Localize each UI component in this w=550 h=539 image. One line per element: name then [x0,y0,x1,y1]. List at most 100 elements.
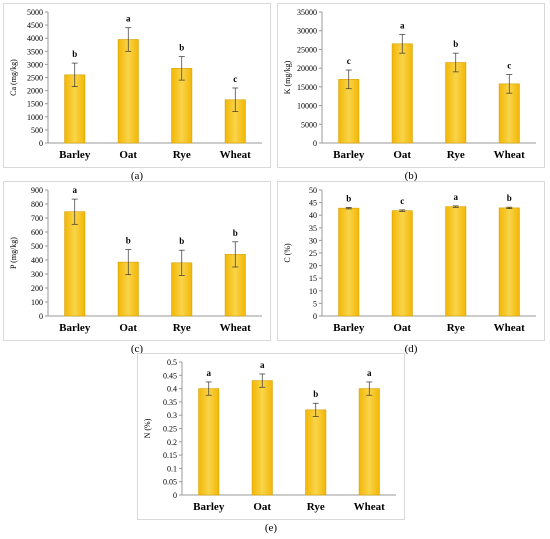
chart-b-y-tick-label: 15000 [297,83,317,92]
caption-c: (c) [130,343,144,355]
chart-b-y-tick-label: 35000 [297,8,317,17]
chart-a-y-tick-label: 3000 [27,60,43,69]
chart-a-significance-letter: b [72,49,77,59]
chart-panel-e: 0 0.05 0.1 0.15 0.2 0.25 0.3 0.35 0.4 0.45 0.5 N (%… [137,353,405,520]
chart-d-significance-letter: b [507,193,512,203]
chart-c-y-tick-label: 800 [31,200,43,209]
chart-d-bar [338,207,360,317]
chart-e-y-tick-label: 0.25 [163,425,177,434]
chart-a-y-axis-label: Ca (mg/kg) [9,59,18,96]
chart-e-y-tick-label: 0 [173,491,177,500]
chart-a-significance-letter: c [233,74,237,84]
chart-d-category-label: Wheat [494,322,526,334]
chart-d-y-tick-label: 35 [309,224,317,233]
chart-b-bar [391,43,413,144]
chart-d-y-tick-label: 0 [313,312,317,321]
chart-e-category-label: Barley [193,501,225,513]
caption-b: (b) [404,170,418,182]
chart-d-bar [445,206,467,317]
chart-d-y-tick-label: 15 [309,274,317,283]
chart-d-y-tick-label: 45 [309,199,317,208]
chart-c-significance-letter: a [73,185,78,195]
chart-e-y-tick-label: 0.45 [163,371,177,380]
chart-d-y-tick-label: 30 [309,236,317,245]
chart-d-category-label: Rye [447,322,465,334]
chart-svg-d: 0 5 10 15 20 25 30 35 40 45 50 C (%) b Barley c Oat a Rye… [283,186,536,334]
chart-e-y-tick-label: 0.4 [167,385,177,394]
chart-e-significance-letter: b [313,389,318,399]
chart-a-y-tick-label: 1000 [27,113,43,122]
chart-d-y-tick-label: 50 [309,186,317,195]
chart-d-bar [498,207,520,317]
chart-e-significance-letter: a [260,360,265,370]
chart-b-y-tick-label: 0 [313,139,317,148]
chart-b-y-tick-label: 30000 [297,27,317,36]
chart-d-y-tick-label: 10 [309,287,317,296]
chart-d-y-tick-label: 40 [309,211,317,220]
chart-c-y-tick-label: 700 [31,214,43,223]
chart-a-y-tick-label: 2500 [27,74,43,83]
chart-c-category-label: Wheat [220,322,252,334]
caption-a: (a) [130,170,144,182]
chart-a-y-tick-label: 2000 [27,87,43,96]
chart-a-y-tick-label: 1500 [27,100,43,109]
chart-c-y-tick-label: 400 [31,256,43,265]
chart-panel-a: 0 500 1000 1500 2000 2500 3000 3500 4000 4500 5000… [3,3,271,168]
caption-e: (e) [264,522,278,534]
chart-svg-a: 0 500 1000 1500 2000 2500 3000 3500 4000 4500 5000… [9,8,262,161]
chart-e-y-tick-label: 0.15 [163,451,177,460]
chart-b-significance-letter: b [453,39,458,49]
chart-a-y-tick-label: 5000 [27,8,43,17]
chart-b-bar [445,62,467,144]
chart-svg-c: 0 100 200 300 400 500 600 700 800 900 P (mg/kg) a Ba… [9,185,262,334]
chart-c-bar [64,211,86,317]
chart-c-y-tick-label: 900 [31,186,43,195]
chart-panel-b: 0 5000 10000 15000 20000 25000 30000 35000 K (mg… [277,3,545,168]
chart-a-significance-letter: b [179,43,184,53]
chart-d-category-label: Barley [333,322,365,334]
chart-e-category-label: Oat [253,501,271,513]
chart-a-significance-letter: a [126,14,131,24]
chart-a-y-tick-label: 0 [39,139,43,148]
chart-d-y-axis-label: C (%) [283,243,292,263]
chart-b-category-label: Barley [333,149,365,161]
chart-e-y-tick-label: 0.5 [167,358,177,367]
chart-a-category-label: Barley [59,149,91,161]
chart-svg-b: 0 5000 10000 15000 20000 25000 30000 35000 K (mg… [283,8,536,161]
chart-d-y-tick-label: 25 [309,249,317,258]
chart-b-significance-letter: a [400,20,405,30]
chart-c-significance-letter: b [179,236,184,246]
chart-e-y-tick-label: 0.35 [163,398,177,407]
chart-e-bar [198,388,220,496]
chart-panel-c: 0 100 200 300 400 500 600 700 800 900 P (mg/kg) a Ba… [3,181,271,341]
chart-c-category-label: Barley [59,322,91,334]
chart-c-significance-letter: b [126,236,131,246]
chart-c-y-tick-label: 500 [31,242,43,251]
chart-b-category-label: Rye [447,149,465,161]
chart-b-significance-letter: c [347,56,351,66]
chart-b-significance-letter: c [507,61,511,71]
chart-b-category-label: Oat [393,149,411,161]
chart-c-y-tick-label: 0 [39,312,43,321]
chart-svg-e: 0 0.05 0.1 0.15 0.2 0.25 0.3 0.35 0.4 0.45 0.5 N (%… [143,358,396,513]
chart-a-y-tick-label: 4000 [27,34,43,43]
chart-b-y-tick-label: 5000 [301,120,317,129]
chart-e-bar [251,380,273,496]
chart-b-y-tick-label: 10000 [297,102,317,111]
chart-b-category-label: Wheat [494,149,526,161]
chart-e-y-tick-label: 0.2 [167,438,177,447]
chart-a-y-tick-label: 500 [31,126,43,135]
chart-c-y-axis-label: P (mg/kg) [9,237,18,269]
chart-c-y-tick-label: 600 [31,228,43,237]
chart-e-y-tick-label: 0.05 [163,478,177,487]
chart-panel-d: 0 5 10 15 20 25 30 35 40 45 50 C (%) b Barley c Oat a Rye… [277,181,545,341]
chart-e-significance-letter: a [207,368,212,378]
chart-e-category-label: Rye [307,501,325,513]
chart-c-y-tick-label: 100 [31,298,43,307]
chart-d-category-label: Oat [393,322,411,334]
chart-e-y-tick-label: 0.1 [167,464,177,473]
chart-c-y-tick-label: 300 [31,270,43,279]
chart-e-bar [305,409,327,496]
chart-d-significance-letter: b [346,193,351,203]
chart-a-category-label: Rye [173,149,191,161]
